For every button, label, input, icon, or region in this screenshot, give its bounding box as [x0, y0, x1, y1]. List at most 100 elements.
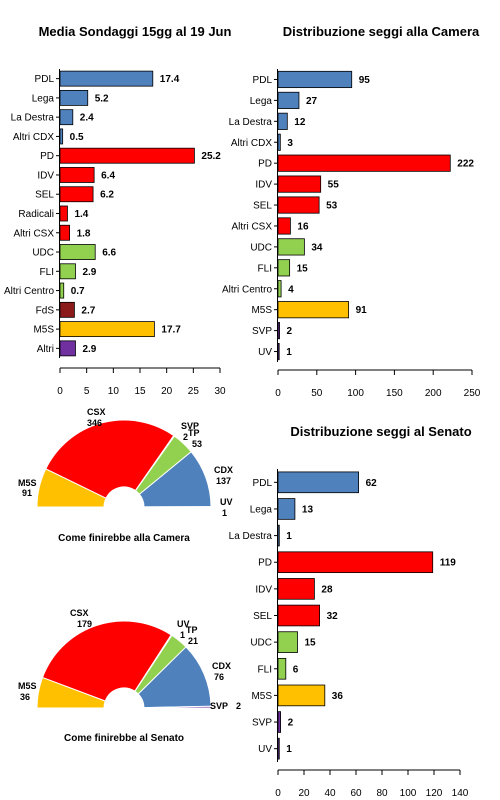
- bar: [59, 224, 70, 241]
- data-label: 55: [328, 180, 340, 191]
- chart-title: Media Sondaggi 15gg al 19 Jun: [39, 24, 232, 39]
- category-label: Altri CDX: [13, 132, 54, 143]
- category-label: FLI: [40, 267, 54, 278]
- bar: [59, 244, 96, 260]
- slice-name-label: SVP: [210, 701, 228, 711]
- x-tick-label: 50: [311, 388, 323, 399]
- bar: [59, 109, 74, 126]
- bar: [277, 133, 281, 151]
- slice-value-label: 1: [180, 630, 185, 640]
- category-label: La Destra: [11, 113, 55, 124]
- category-label: UDC: [32, 248, 54, 259]
- category-label: UDC: [250, 638, 272, 649]
- x-tick-label: 120: [426, 788, 443, 799]
- slice-value-label: 137: [216, 476, 231, 486]
- pie-slice: [45, 419, 175, 499]
- data-label: 28: [321, 584, 333, 595]
- data-label: 62: [366, 478, 378, 489]
- bar: [277, 322, 280, 340]
- data-label: 119: [440, 558, 457, 569]
- chart-title: Distribuzione seggi alla Camera: [283, 24, 480, 39]
- slice-value-label: 2: [236, 701, 241, 711]
- bar: [59, 186, 94, 203]
- data-label: 2.9: [82, 344, 96, 355]
- data-label: 3: [287, 138, 293, 149]
- slice-name-label: TP: [186, 625, 198, 635]
- category-label: Altri CSX: [13, 228, 54, 239]
- data-label: 27: [306, 96, 318, 107]
- bar: [277, 70, 353, 89]
- bar: [277, 301, 350, 319]
- data-label: 1: [286, 531, 292, 542]
- bar: [277, 551, 434, 574]
- data-label: 2: [287, 326, 293, 337]
- category-label: IDV: [255, 584, 272, 595]
- category-label: PD: [258, 558, 272, 569]
- data-label: 91: [356, 305, 368, 316]
- bar: [277, 604, 320, 627]
- data-label: 1: [286, 347, 292, 358]
- bar: [277, 578, 315, 600]
- category-label: PDL: [253, 75, 273, 86]
- category-label: La Destra: [229, 117, 273, 128]
- pie-caption: Come finirebbe al Senato: [64, 733, 184, 744]
- chart-title: Distribuzione seggi al Senato: [290, 424, 471, 439]
- slice-name-label: M5S: [18, 478, 37, 488]
- bar: [277, 259, 291, 277]
- slice-name-label: CDX: [212, 661, 231, 671]
- data-label: 6.4: [101, 170, 115, 181]
- category-label: SEL: [253, 611, 272, 622]
- slice-value-label: 1: [222, 508, 227, 518]
- category-label: FLI: [258, 263, 272, 274]
- category-label: La Destra: [229, 531, 273, 542]
- category-label: Altri Centro: [222, 284, 272, 295]
- bar: [277, 737, 280, 760]
- x-tick-label: 250: [464, 388, 481, 399]
- slice-name-label: UV: [220, 497, 233, 507]
- x-tick-label: 30: [214, 386, 226, 397]
- slice-value-label: 179: [77, 619, 92, 629]
- x-tick-label: 20: [161, 386, 173, 397]
- category-label: PD: [258, 159, 272, 170]
- bar: [277, 280, 282, 298]
- x-tick-label: 60: [350, 788, 362, 799]
- category-label: SEL: [253, 201, 272, 212]
- bar: [59, 340, 76, 357]
- x-tick-label: 100: [347, 388, 364, 399]
- data-label: 17.7: [161, 325, 181, 336]
- slice-value-label: 76: [214, 672, 224, 682]
- category-label: M5S: [251, 305, 272, 316]
- x-tick-label: 0: [275, 388, 281, 399]
- data-label: 53: [326, 201, 338, 212]
- category-label: IDV: [37, 170, 54, 181]
- category-label: Lega: [250, 504, 273, 515]
- category-label: FdS: [36, 305, 55, 316]
- category-label: Radicali: [18, 209, 54, 220]
- slice-name-label: CSX: [87, 407, 106, 417]
- bar: [277, 657, 287, 680]
- data-label: 1: [286, 744, 292, 755]
- category-label: FLI: [258, 664, 272, 675]
- category-label: PD: [40, 151, 54, 162]
- x-tick-label: 5: [84, 386, 90, 397]
- bar: [59, 321, 155, 338]
- data-label: 15: [297, 263, 309, 274]
- bar: [277, 684, 326, 707]
- slice-value-label: 91: [22, 488, 32, 498]
- category-label: Altri CSX: [231, 221, 272, 232]
- data-label: 34: [311, 242, 323, 253]
- x-tick-label: 25: [188, 386, 200, 397]
- bar: [277, 217, 291, 235]
- x-tick-label: 140: [452, 788, 469, 799]
- slice-name-label: TP: [188, 428, 200, 438]
- slice-value-label: 53: [192, 439, 202, 449]
- data-label: 1.4: [74, 209, 88, 220]
- category-label: SVP: [252, 326, 272, 337]
- bar: [277, 631, 298, 653]
- bar: [59, 167, 95, 183]
- data-label: 12: [294, 117, 306, 128]
- data-label: 1.8: [77, 228, 91, 239]
- data-label: 32: [327, 611, 339, 622]
- data-label: 16: [297, 221, 309, 232]
- slice-name-label: SVP: [181, 421, 199, 431]
